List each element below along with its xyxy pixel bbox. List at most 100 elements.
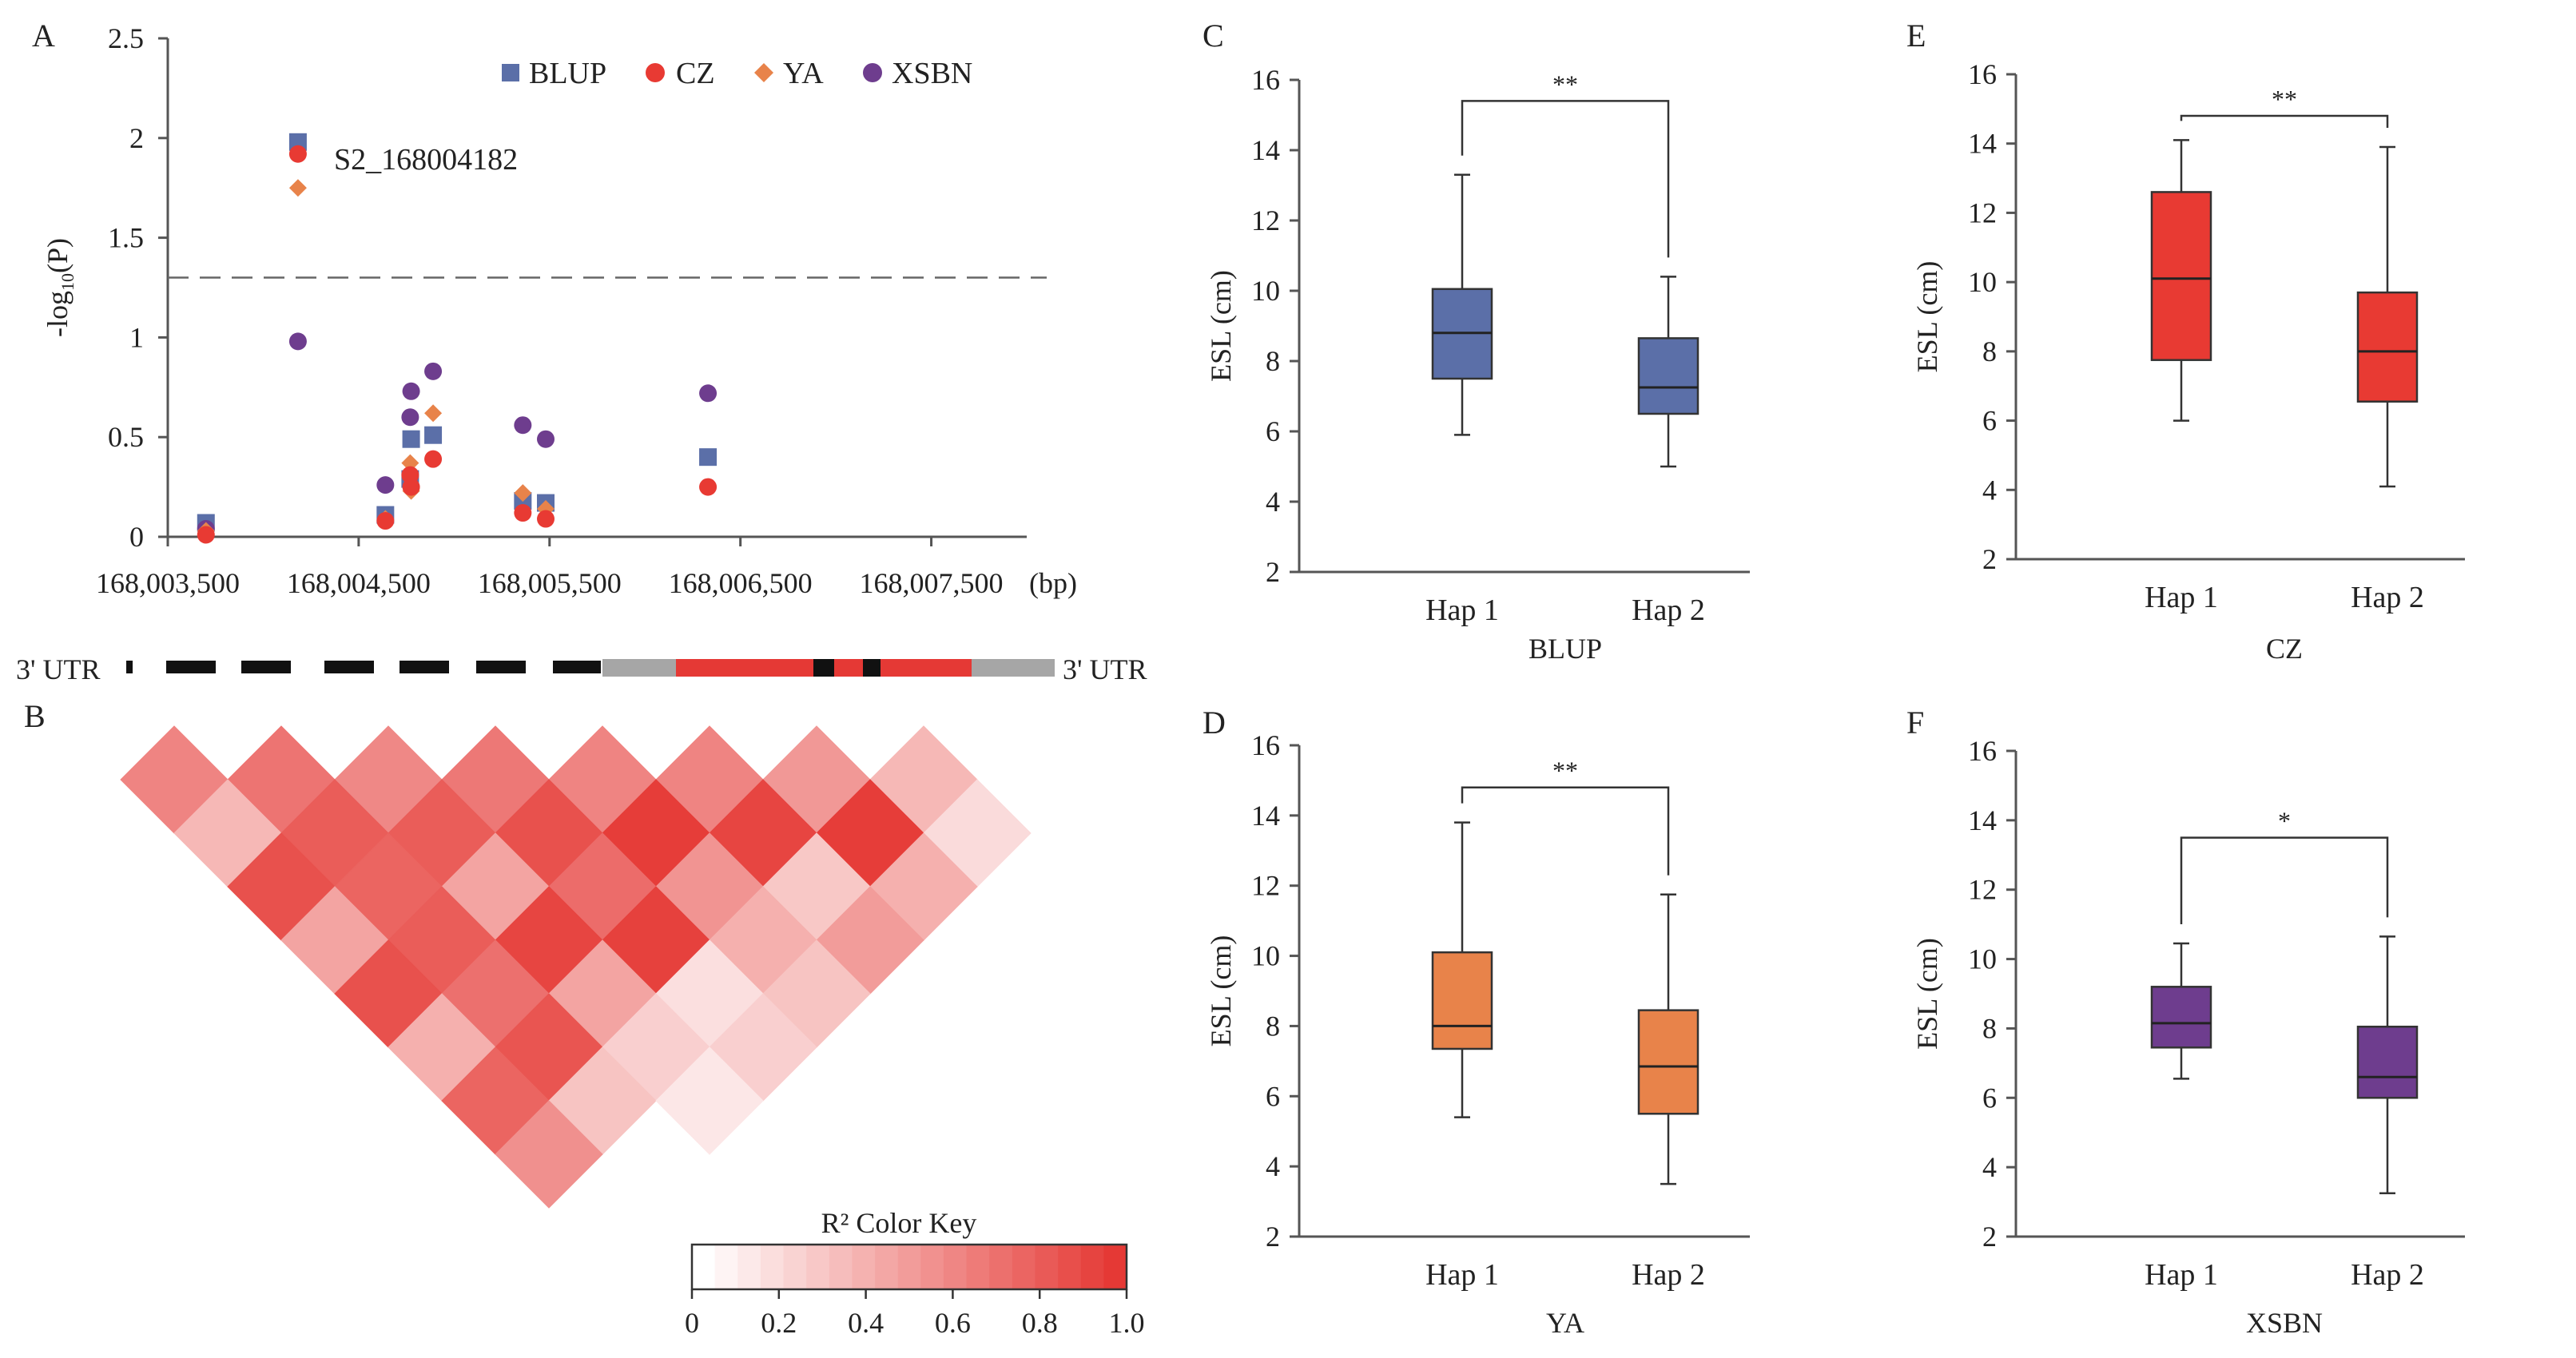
- point-cz: [514, 504, 532, 522]
- point-cz: [402, 478, 420, 496]
- box-y-tick-label: 16: [1251, 64, 1280, 96]
- box-category-label: Hap 2: [1632, 594, 1705, 627]
- box-iqr: [1431, 951, 1493, 1050]
- color-key-cell: [920, 1245, 944, 1289]
- box-y-tick-label: 14: [1968, 804, 1997, 836]
- legend-label-cz: CZ: [676, 57, 715, 90]
- point-xsbn: [401, 408, 419, 427]
- color-key-cell: [737, 1245, 761, 1289]
- significance-label: *: [2278, 807, 2291, 836]
- box-y-tick-label: 10: [1968, 943, 1997, 975]
- color-key-tick-label: 0: [685, 1307, 699, 1339]
- point-xsbn: [402, 382, 420, 400]
- a-y-tick-label: 2: [129, 122, 144, 154]
- box-iqr: [1637, 1009, 1699, 1115]
- color-key-cell: [875, 1245, 899, 1289]
- box-y-tick-label: 6: [1266, 1080, 1280, 1112]
- a-y-tick-label: 0.5: [108, 421, 144, 453]
- legend-label-blup: BLUP: [529, 57, 606, 90]
- box-category-label: Hap 1: [1425, 1258, 1499, 1292]
- box-iqr: [1637, 337, 1699, 415]
- box-y-tick-label: 4: [1266, 486, 1280, 518]
- box-y-tick-label: 2: [1982, 543, 1997, 575]
- box-y-tick-label: 2: [1266, 556, 1280, 588]
- color-key-border: [690, 1243, 1128, 1291]
- intron-dash-4: [400, 661, 449, 673]
- box-y-tick-label: 8: [1266, 1010, 1280, 1042]
- box-y-tick-label: 6: [1982, 1082, 1997, 1114]
- box-y-tick-label: 12: [1251, 204, 1280, 236]
- color-key-cell: [714, 1245, 738, 1289]
- boxplot-ya: 2 4 6 8 10 12 14 16 ESL (cm) Hap 1 Hap 2 ** YA: [1205, 729, 1750, 1339]
- color-key-cell: [1080, 1245, 1104, 1289]
- point-xsbn: [376, 476, 395, 494]
- a-x-tick-label: 168,007,500: [860, 567, 1004, 599]
- box-y-tick-label: 4: [1982, 474, 1997, 506]
- point-ya: [288, 179, 307, 197]
- color-key-cells: [692, 1245, 1127, 1289]
- gene-model: 3' UTR 3' UTR: [16, 653, 1147, 685]
- boxplot-xsbn: 2 4 6 8 10 12 14 16 ESL (cm) Hap 1 Hap 2 * XSBN: [1911, 735, 2465, 1339]
- a-y-tick-label: 0: [129, 521, 144, 553]
- box-y-tick-label: 8: [1266, 345, 1280, 377]
- box-y-tick-label: 8: [1982, 336, 1997, 367]
- box-y-tick-label: 6: [1982, 405, 1997, 437]
- color-key-ticks: 0 0.2 0.4 0.6 0.8 1.0: [685, 1289, 1145, 1339]
- point-cz: [288, 145, 307, 163]
- point-xsbn: [537, 430, 555, 448]
- exon-snp-mark-2: [863, 659, 881, 677]
- point-cz: [424, 450, 443, 468]
- exon-snp-mark-1: [813, 659, 834, 677]
- color-key-cell: [783, 1245, 807, 1289]
- box-y-tick-label: 16: [1251, 729, 1280, 761]
- color-key-cell: [760, 1245, 785, 1289]
- boxplot-blup: 2 4 6 8 10 12 14 16 ESL (cm) Hap 1 Hap 2 ** BLUP: [1205, 64, 1750, 665]
- box-y-tick-label: 14: [1251, 134, 1280, 166]
- a-y-label-sub: 10: [58, 273, 78, 291]
- panel-label-e: E: [1906, 18, 1926, 54]
- box-y-tick-label: 10: [1251, 940, 1280, 972]
- box-y-tick-label: 2: [1982, 1221, 1997, 1253]
- point-cz: [197, 526, 215, 544]
- a-x-tick-label: 168,006,500: [669, 567, 813, 599]
- significance-bracket: [1461, 786, 1670, 876]
- a-y-ticks: 0 0.5 1 1.5 2 2.5: [108, 22, 168, 553]
- panel-label-a: A: [32, 18, 55, 54]
- box-iqr: [2356, 1026, 2419, 1099]
- a-y-axis-label: -log10(P): [42, 238, 78, 337]
- intron-dash-2: [241, 661, 291, 673]
- point-xsbn: [424, 362, 443, 380]
- box-y-tick-label: 14: [1968, 128, 1997, 160]
- a-y-tick-label: 1.5: [108, 222, 144, 254]
- intron-dash-5: [476, 661, 526, 673]
- panel-label-c: C: [1203, 18, 1224, 54]
- box-group-label: CZ: [2266, 633, 2303, 665]
- significance-label: **: [1552, 69, 1578, 98]
- r2-color-key: R² Color Key 0 0.2 0.4 0.6 0.8 1.0: [685, 1207, 1145, 1339]
- point-ya: [424, 404, 443, 423]
- gene-right-label: 3' UTR: [1063, 653, 1147, 685]
- box-y-axis-label: ESL (cm): [1205, 270, 1237, 382]
- box-category-label: Hap 1: [2145, 1258, 2218, 1292]
- box-y-axis-label: ESL (cm): [1911, 938, 1943, 1050]
- color-key-cell: [989, 1245, 1013, 1289]
- box-y-tick-label: 6: [1266, 415, 1280, 447]
- point-cz: [699, 478, 718, 496]
- manhattan-plot: 00.511.522.5 168,003,500 168,004,500 168,0…: [42, 22, 1077, 599]
- color-key-cell: [1035, 1245, 1059, 1289]
- legend-marker-cz: [646, 63, 665, 82]
- point-xsbn: [699, 384, 718, 403]
- color-key-cell: [1058, 1245, 1082, 1289]
- box-category-label: Hap 2: [2351, 1258, 2424, 1292]
- box-y-tick-label: 4: [1266, 1150, 1280, 1182]
- color-key-tick-label: 0.4: [848, 1307, 884, 1339]
- a-y-label-main: -log: [42, 291, 74, 337]
- color-key-tick-label: 1.0: [1109, 1307, 1145, 1339]
- color-key-cell: [1012, 1245, 1036, 1289]
- color-key-tick-label: 0.2: [761, 1307, 797, 1339]
- color-key-cell: [806, 1245, 830, 1289]
- a-legend: BLUP CZ YA XSBN: [502, 57, 972, 90]
- box-iqr: [2356, 291, 2419, 403]
- box-y-tick-label: 2: [1266, 1221, 1280, 1253]
- box-group-label: YA: [1546, 1307, 1584, 1339]
